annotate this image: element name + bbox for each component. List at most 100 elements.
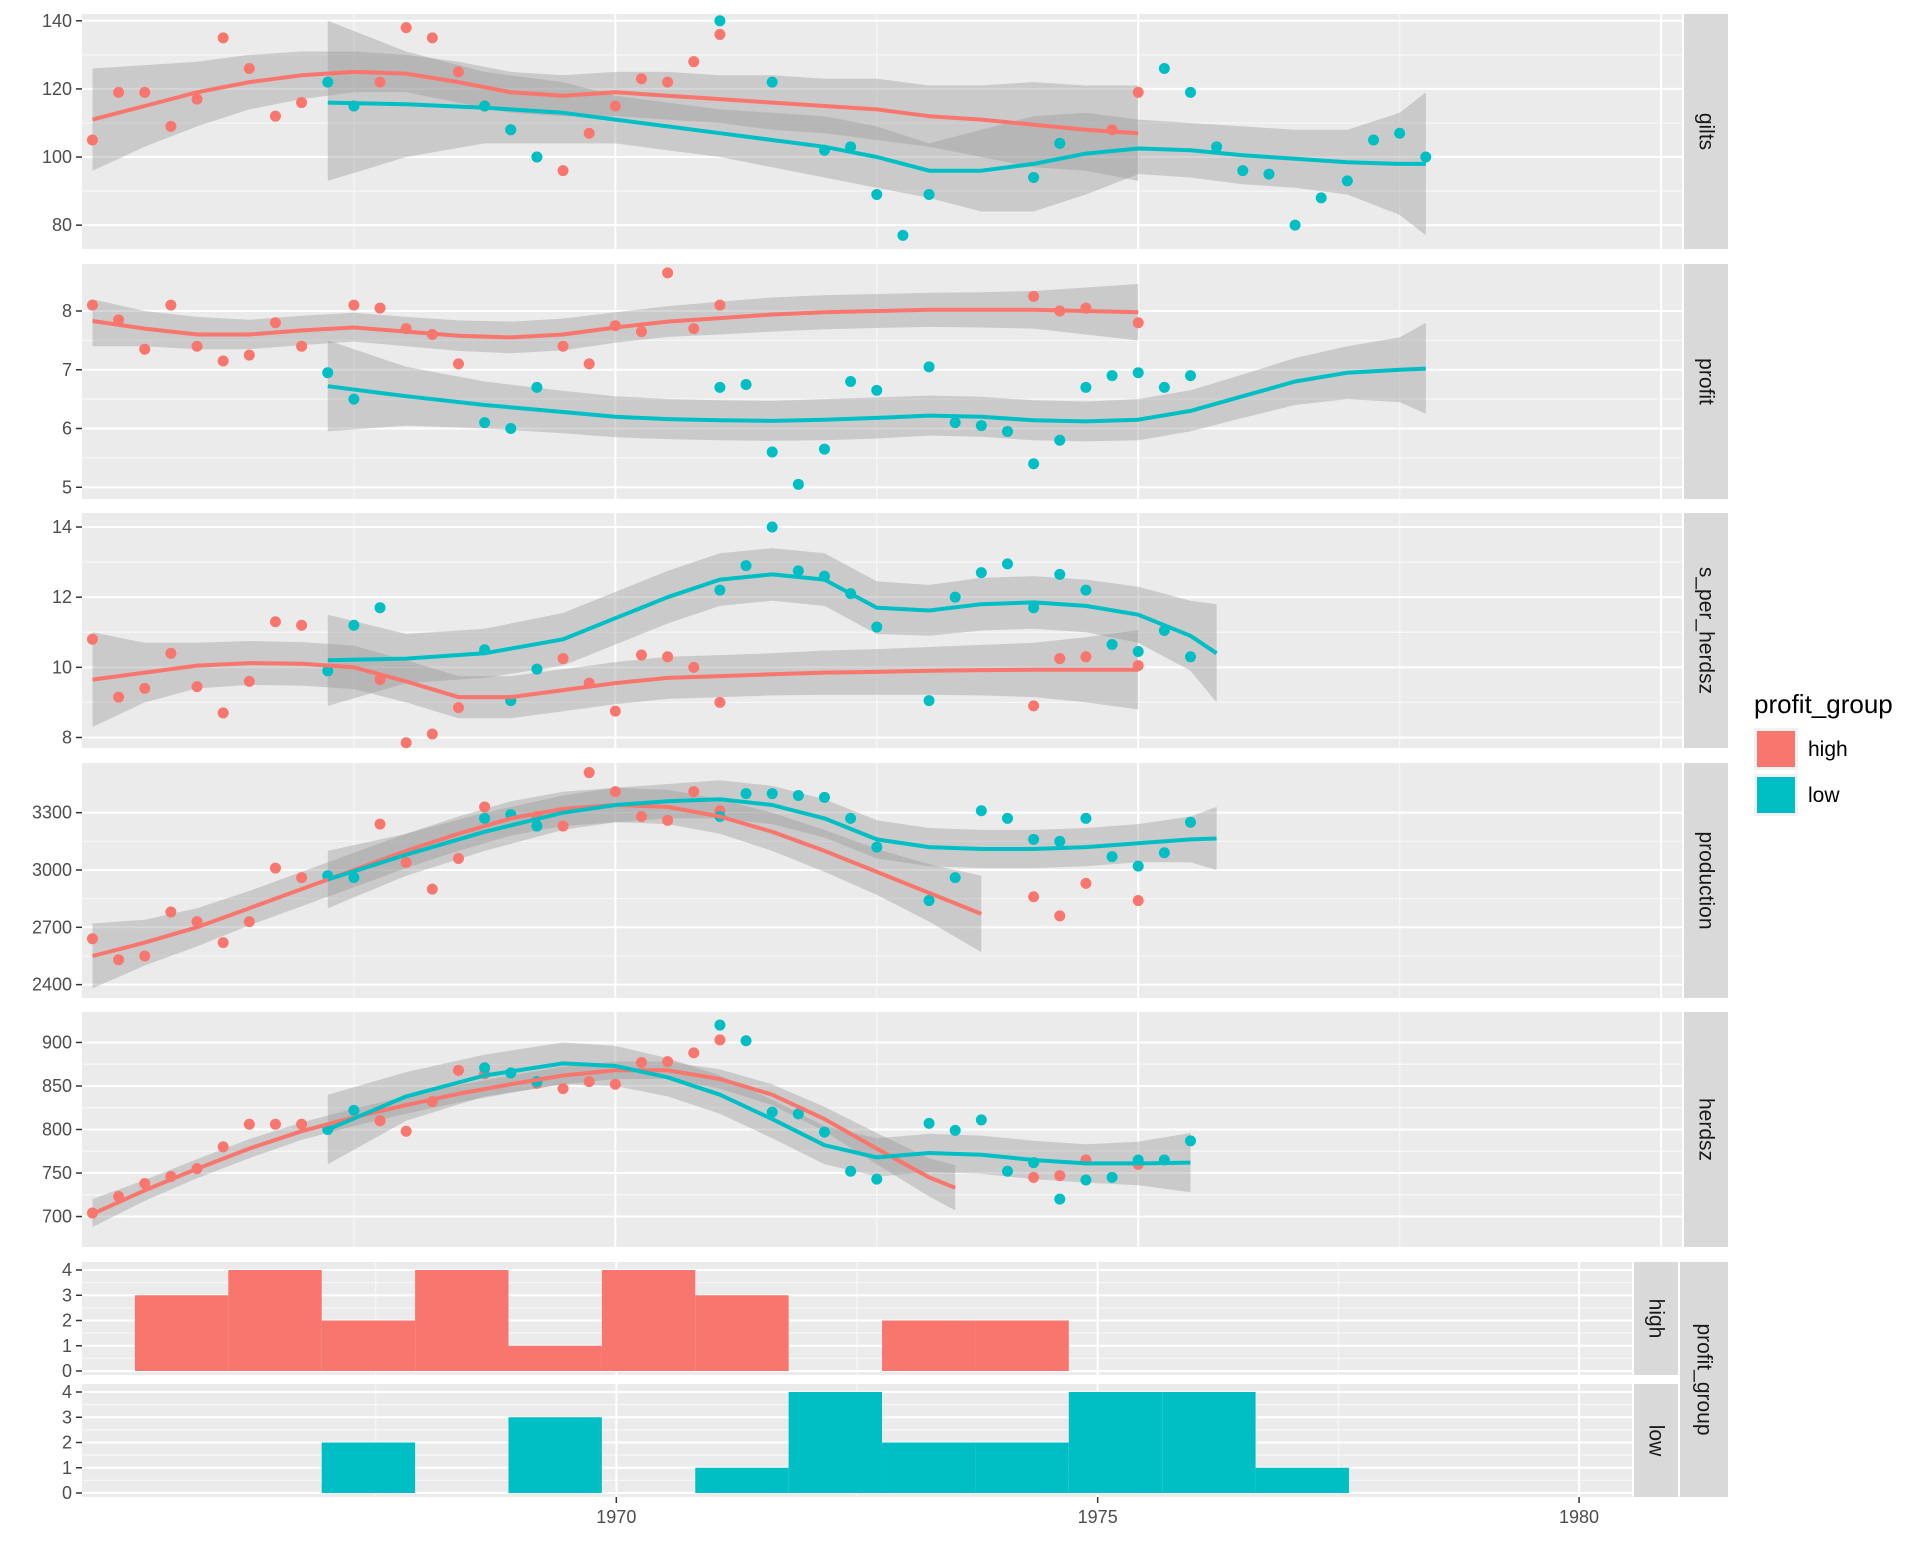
smooth-line-low	[327, 572, 1218, 663]
data-point-low	[923, 1117, 935, 1129]
data-point-low	[766, 521, 778, 533]
data-point-low	[1028, 833, 1040, 845]
data-point-high	[296, 1118, 308, 1130]
data-point-low	[923, 361, 935, 373]
histogram-bar-low	[1068, 1392, 1163, 1493]
data-point-low	[766, 788, 778, 800]
data-point-high	[426, 728, 438, 740]
data-point-high	[452, 1064, 464, 1076]
data-point-low	[871, 189, 883, 201]
facet-panel-production: 2400 2700 3000 3300 production	[32, 763, 1728, 998]
data-point-low	[714, 1019, 726, 1031]
y-tick-label: 120	[42, 79, 72, 99]
facet-strip-label: profit	[1695, 358, 1718, 405]
data-point-low	[1106, 851, 1118, 863]
data-point-low	[1184, 651, 1196, 663]
data-point-high	[688, 323, 700, 335]
data-point-low	[949, 1124, 961, 1136]
y-tick-label: 750	[42, 1163, 72, 1183]
data-point-low	[1080, 381, 1092, 393]
data-point-low	[871, 1173, 883, 1185]
data-point-low	[1054, 568, 1066, 580]
data-point-low	[1106, 1171, 1118, 1183]
data-point-high	[714, 696, 726, 708]
smooth-line-low	[327, 1061, 1191, 1166]
confidence-band-high	[92, 51, 1139, 181]
y-tick-label: 3	[62, 1285, 72, 1305]
y-tick-label: 8	[62, 727, 72, 747]
data-point-low	[845, 812, 857, 824]
data-point-high	[113, 954, 125, 966]
data-point-low	[1106, 639, 1118, 651]
data-point-high	[217, 937, 229, 949]
data-point-low	[1001, 558, 1013, 570]
data-point-high	[86, 633, 98, 645]
data-point-low	[1080, 812, 1092, 824]
data-point-high	[714, 1034, 726, 1046]
data-point-high	[165, 906, 177, 918]
data-point-high	[583, 767, 595, 779]
data-point-high	[688, 786, 700, 798]
data-point-high	[139, 950, 151, 962]
data-point-high	[269, 110, 281, 122]
data-point-high	[662, 814, 674, 826]
histogram-bar-high	[601, 1270, 696, 1371]
data-point-low	[792, 565, 804, 577]
y-tick-label: 7	[62, 360, 72, 380]
data-point-low	[531, 151, 543, 163]
data-point-low	[1394, 127, 1406, 139]
y-tick-label: 3300	[32, 803, 72, 823]
data-point-high	[609, 786, 621, 798]
data-point-high	[452, 358, 464, 370]
data-point-low	[479, 812, 491, 824]
data-point-low	[975, 1114, 987, 1126]
data-point-low	[949, 591, 961, 603]
facet-strip-label: low	[1645, 1425, 1668, 1457]
data-point-high	[165, 299, 177, 311]
histogram-bar-low	[788, 1392, 883, 1493]
y-tick-label: 0	[62, 1361, 72, 1381]
data-point-low	[975, 420, 987, 432]
data-point-high	[662, 267, 674, 279]
data-point-high	[662, 651, 674, 663]
data-point-high	[609, 100, 621, 112]
data-point-high	[1028, 891, 1040, 903]
panel-background	[82, 763, 1682, 998]
confidence-band-low	[327, 322, 1426, 442]
data-point-low	[818, 443, 830, 455]
data-point-low	[1420, 151, 1432, 163]
histogram-bar-high	[508, 1345, 602, 1371]
data-point-low	[374, 602, 386, 614]
y-tick-label: 1	[62, 1458, 72, 1478]
confidence-band-high	[92, 630, 1139, 727]
y-tick-label: 2700	[32, 917, 72, 937]
data-point-high	[139, 1177, 151, 1189]
data-point-high	[348, 299, 360, 311]
data-point-high	[452, 66, 464, 78]
data-point-high	[165, 120, 177, 132]
data-point-high	[557, 1083, 569, 1095]
data-point-low	[897, 229, 909, 241]
data-point-high	[374, 818, 386, 830]
data-point-low	[531, 820, 543, 832]
y-tick-label: 10	[52, 657, 72, 677]
data-point-low	[871, 384, 883, 396]
y-tick-label: 1	[62, 1336, 72, 1356]
data-point-high	[400, 1125, 412, 1137]
data-point-low	[531, 381, 543, 393]
data-point-low	[766, 1106, 778, 1118]
data-point-low	[1080, 584, 1092, 596]
data-point-low	[1028, 458, 1040, 470]
data-point-high	[1028, 290, 1040, 302]
facet-strip-label: gilts	[1695, 113, 1718, 150]
confidence-band-low	[327, 548, 1217, 706]
histogram-bar-high	[695, 1295, 789, 1371]
data-point-high	[635, 326, 647, 338]
data-point-low	[1263, 168, 1275, 180]
legend-key-low	[1757, 777, 1795, 813]
facet-strip	[1634, 1384, 1678, 1497]
data-point-low	[348, 619, 360, 631]
data-point-low	[714, 381, 726, 393]
